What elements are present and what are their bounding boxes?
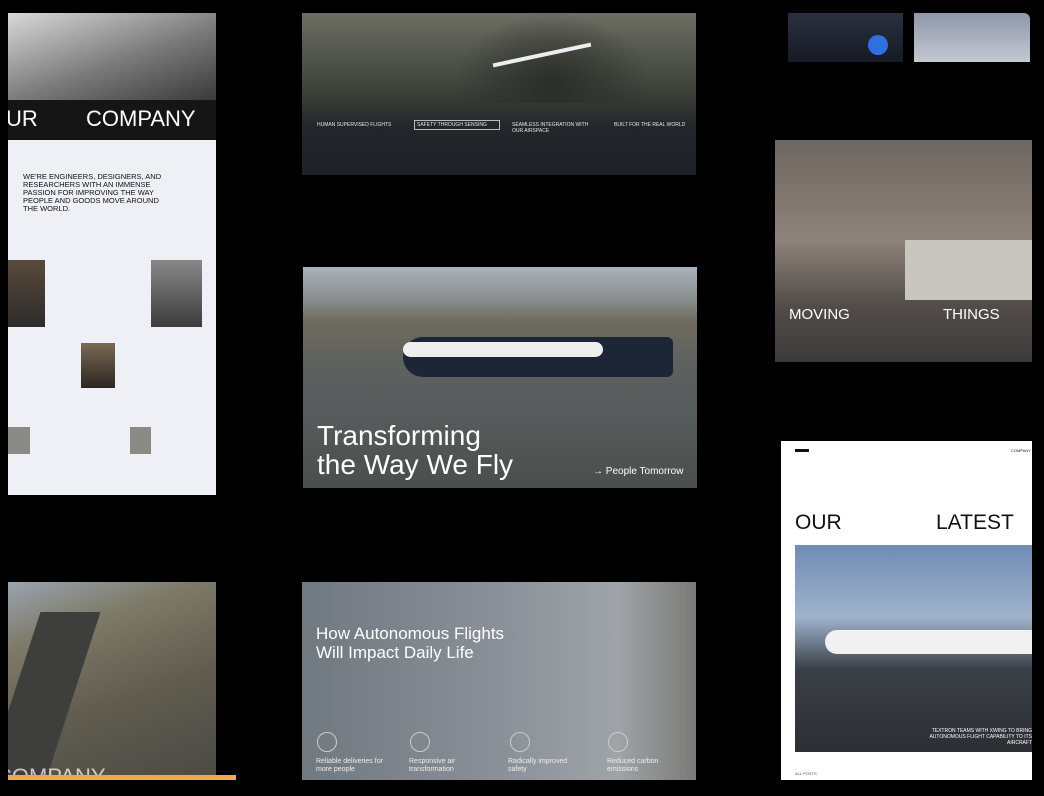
hero-title: Transforming bbox=[317, 420, 481, 451]
nav-link[interactable]: COMPANY bbox=[1011, 448, 1031, 453]
news-photo: TEXTRON TEAMS WITH XWING TO BRING AUTONO… bbox=[795, 545, 1032, 752]
sky-photo bbox=[914, 13, 1030, 62]
impact-title: How Autonomous Flights bbox=[316, 624, 505, 643]
heading-right: LATEST bbox=[936, 511, 1014, 534]
pilot-photo bbox=[788, 13, 903, 62]
features-panel: HUMAN SUPERVISED FLIGHTS SAFETY THROUGH … bbox=[302, 13, 696, 175]
runway-panel: COMPANY bbox=[8, 582, 216, 780]
heading-right: COMPANY bbox=[86, 106, 196, 131]
hero-link[interactable]: → People Tomorrow bbox=[593, 466, 684, 477]
statement: WE'RE ENGINEERS, DESIGNERS, AND RESEARCH… bbox=[23, 172, 162, 213]
team-photo bbox=[8, 427, 30, 454]
impact-item: Reliable deliveries for more people bbox=[316, 758, 383, 773]
team-photo bbox=[130, 427, 151, 454]
feature: HUMAN SUPERVISED FLIGHTS bbox=[317, 122, 392, 128]
icon bbox=[510, 732, 530, 752]
plane bbox=[905, 240, 1032, 300]
heading-band bbox=[8, 100, 216, 140]
feature: SAFETY THROUGH SENSING bbox=[414, 120, 500, 130]
filter[interactable]: ALL POSTS bbox=[795, 771, 817, 776]
company-panel: UR COMPANY WE'RE ENGINEERS, DESIGNERS, A… bbox=[8, 13, 216, 495]
hangar-photo bbox=[8, 13, 216, 100]
team-photo bbox=[81, 343, 115, 388]
icon bbox=[410, 732, 430, 752]
plane-stripe bbox=[403, 342, 603, 357]
heading-left: UR bbox=[8, 106, 38, 131]
hero-title: the Way We Fly bbox=[317, 449, 514, 480]
heading-left: MOVING bbox=[789, 306, 850, 323]
icon bbox=[317, 732, 337, 752]
impact-item: Responsive air transformation bbox=[409, 758, 456, 773]
hero-panel: Transforming the Way We Fly → People Tom… bbox=[303, 267, 697, 488]
badge bbox=[868, 35, 888, 55]
logo bbox=[795, 449, 809, 452]
heading-left: OUR bbox=[795, 511, 842, 534]
moving-panel: MOVING THINGS bbox=[775, 140, 1032, 362]
impact-item: Reduced carbon emissions bbox=[607, 758, 659, 773]
impact-panel: How Autonomous Flights Will Impact Daily… bbox=[302, 582, 696, 780]
feature: SEAMLESS INTEGRATION WITH OUR AIRSPACE bbox=[512, 122, 589, 134]
team-photo bbox=[151, 260, 202, 327]
impact-item: Radically improved safety bbox=[508, 758, 568, 773]
feature: BUILT FOR THE REAL WORLD bbox=[614, 122, 686, 128]
icon bbox=[608, 732, 628, 752]
plane bbox=[825, 630, 1032, 654]
news-panel: COMPANY OUR LATEST TEXTRON TEAMS WITH XW… bbox=[781, 441, 1032, 780]
progress-bar bbox=[8, 775, 236, 780]
heading-right: THINGS bbox=[943, 306, 1000, 323]
news-headline[interactable]: TEXTRON TEAMS WITH XWING TO BRING AUTONO… bbox=[929, 728, 1032, 746]
team-photo bbox=[8, 260, 45, 327]
impact-title: Will Impact Daily Life bbox=[316, 643, 474, 662]
mountain bbox=[452, 13, 652, 103]
runway bbox=[8, 612, 101, 780]
